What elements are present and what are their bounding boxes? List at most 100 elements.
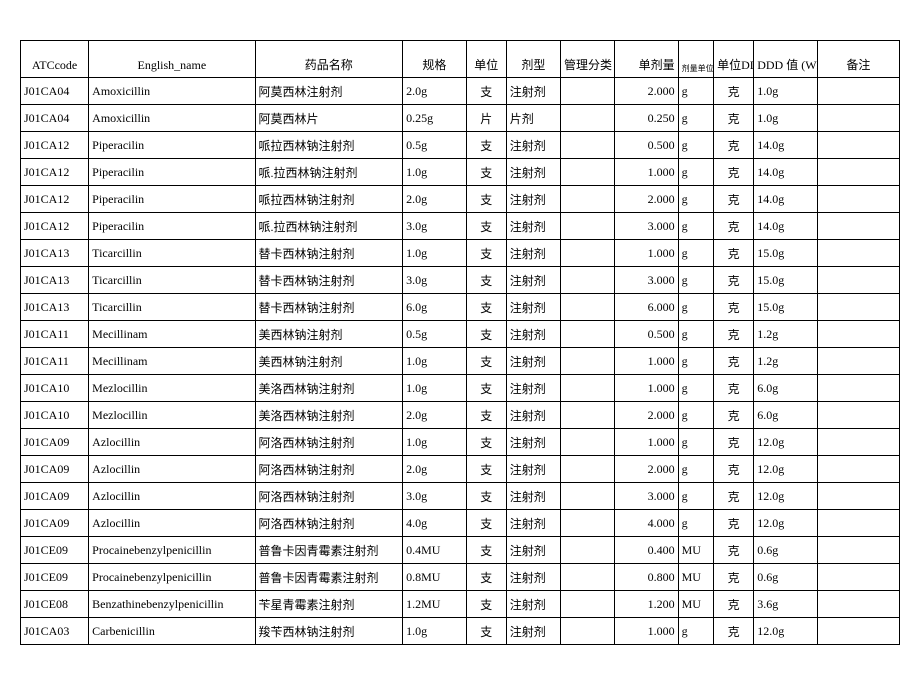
table-cell: g [678,402,713,429]
table-cell: 2.0g [403,456,467,483]
table-cell: 支 [466,321,506,348]
col-header: 单剂量 [615,41,679,78]
table-row: J01CA13Ticarcillin替卡西林钠注射剂3.0g支注射剂3.000g… [21,267,900,294]
table-cell: 哌拉西林钠注射剂 [255,132,403,159]
table-cell: Piperacilin [89,132,255,159]
table-cell: 克 [714,105,754,132]
table-cell [560,294,614,321]
table-cell [560,591,614,618]
table-row: J01CA04Amoxicillin阿莫西林注射剂2.0g支注射剂2.000g克… [21,78,900,105]
table-cell: 克 [714,132,754,159]
table-cell: 克 [714,78,754,105]
table-cell: 0.5g [403,132,467,159]
table-cell: 注射剂 [506,402,560,429]
table-cell: 克 [714,618,754,645]
table-cell [817,267,899,294]
table-cell [817,375,899,402]
col-header: 单位DDD [714,41,754,78]
table-cell: 2.000 [615,402,679,429]
table-cell: 注射剂 [506,375,560,402]
table-cell: 支 [466,159,506,186]
table-cell: g [678,105,713,132]
table-cell: 12.0g [754,510,818,537]
table-cell: 哌.拉西林钠注射剂 [255,159,403,186]
table-cell: g [678,456,713,483]
table-cell: 3.6g [754,591,818,618]
table-cell [817,213,899,240]
table-cell: J01CA13 [21,294,89,321]
table-cell: 片 [466,105,506,132]
table-cell: 1.0g [754,78,818,105]
table-cell: 3.0g [403,213,467,240]
table-cell: 克 [714,267,754,294]
table-cell: g [678,348,713,375]
table-cell: Piperacilin [89,186,255,213]
table-row: J01CA09Azlocillin阿洛西林钠注射剂2.0g支注射剂2.000g克… [21,456,900,483]
col-header: ATCcode [21,41,89,78]
table-cell: 支 [466,456,506,483]
table-cell: J01CA13 [21,240,89,267]
table-cell: 注射剂 [506,456,560,483]
table-row: J01CA12Piperacilin哌拉西林钠注射剂2.0g支注射剂2.000g… [21,186,900,213]
table-cell: g [678,321,713,348]
table-cell: J01CA11 [21,348,89,375]
table-cell: 14.0g [754,213,818,240]
table-cell: 0.400 [615,537,679,564]
table-cell: 羧苄西林钠注射剂 [255,618,403,645]
table-cell [560,483,614,510]
table-cell: 美西林钠注射剂 [255,321,403,348]
table-cell: Mezlocillin [89,402,255,429]
table-cell: 1.0g [403,618,467,645]
table-cell: 支 [466,375,506,402]
table-cell: 注射剂 [506,132,560,159]
table-row: J01CA03Carbenicillin羧苄西林钠注射剂1.0g支注射剂1.00… [21,618,900,645]
table-cell: 注射剂 [506,618,560,645]
drug-table: ATCcodeEnglish_name药品名称规格单位剂型管理分类单剂量剂量单位… [20,40,900,645]
table-cell: g [678,240,713,267]
table-row: J01CE08Benzathinebenzylpenicillin苄星青霉素注射… [21,591,900,618]
table-cell [817,591,899,618]
table-cell: J01CA04 [21,105,89,132]
table-cell: 克 [714,429,754,456]
table-cell: g [678,294,713,321]
table-cell: 美洛西林钠注射剂 [255,375,403,402]
table-cell: 阿洛西林钠注射剂 [255,510,403,537]
table-header-row: ATCcodeEnglish_name药品名称规格单位剂型管理分类单剂量剂量单位… [21,41,900,78]
table-cell: 美洛西林钠注射剂 [255,402,403,429]
table-cell [817,483,899,510]
table-cell: 2.0g [403,402,467,429]
table-cell: 克 [714,483,754,510]
table-cell: 支 [466,483,506,510]
table-cell: 1.0g [403,240,467,267]
table-cell: MU [678,591,713,618]
table-cell [817,78,899,105]
table-cell: 支 [466,618,506,645]
col-header: 剂量单位 [678,41,713,78]
table-cell: 6.0g [754,375,818,402]
table-cell: 普鲁卡因青霉素注射剂 [255,564,403,591]
table-cell: Azlocillin [89,510,255,537]
table-cell: J01CA09 [21,483,89,510]
table-cell: 阿莫西林片 [255,105,403,132]
table-cell: 克 [714,591,754,618]
table-cell: 0.250 [615,105,679,132]
table-cell: 注射剂 [506,429,560,456]
table-cell: J01CA10 [21,402,89,429]
table-cell: Azlocillin [89,456,255,483]
table-cell: J01CA04 [21,78,89,105]
table-cell: 注射剂 [506,537,560,564]
table-cell: 12.0g [754,618,818,645]
table-cell: 支 [466,213,506,240]
table-cell [817,105,899,132]
table-cell: 3.000 [615,483,679,510]
table-cell: 注射剂 [506,321,560,348]
table-cell: 克 [714,321,754,348]
table-cell: Carbenicillin [89,618,255,645]
table-cell: g [678,159,713,186]
table-cell: 注射剂 [506,78,560,105]
table-cell: 3.000 [615,213,679,240]
table-cell: g [678,375,713,402]
table-cell: 1.2MU [403,591,467,618]
table-row: J01CA12Piperacilin哌.拉西林钠注射剂1.0g支注射剂1.000… [21,159,900,186]
table-cell: 0.5g [403,321,467,348]
